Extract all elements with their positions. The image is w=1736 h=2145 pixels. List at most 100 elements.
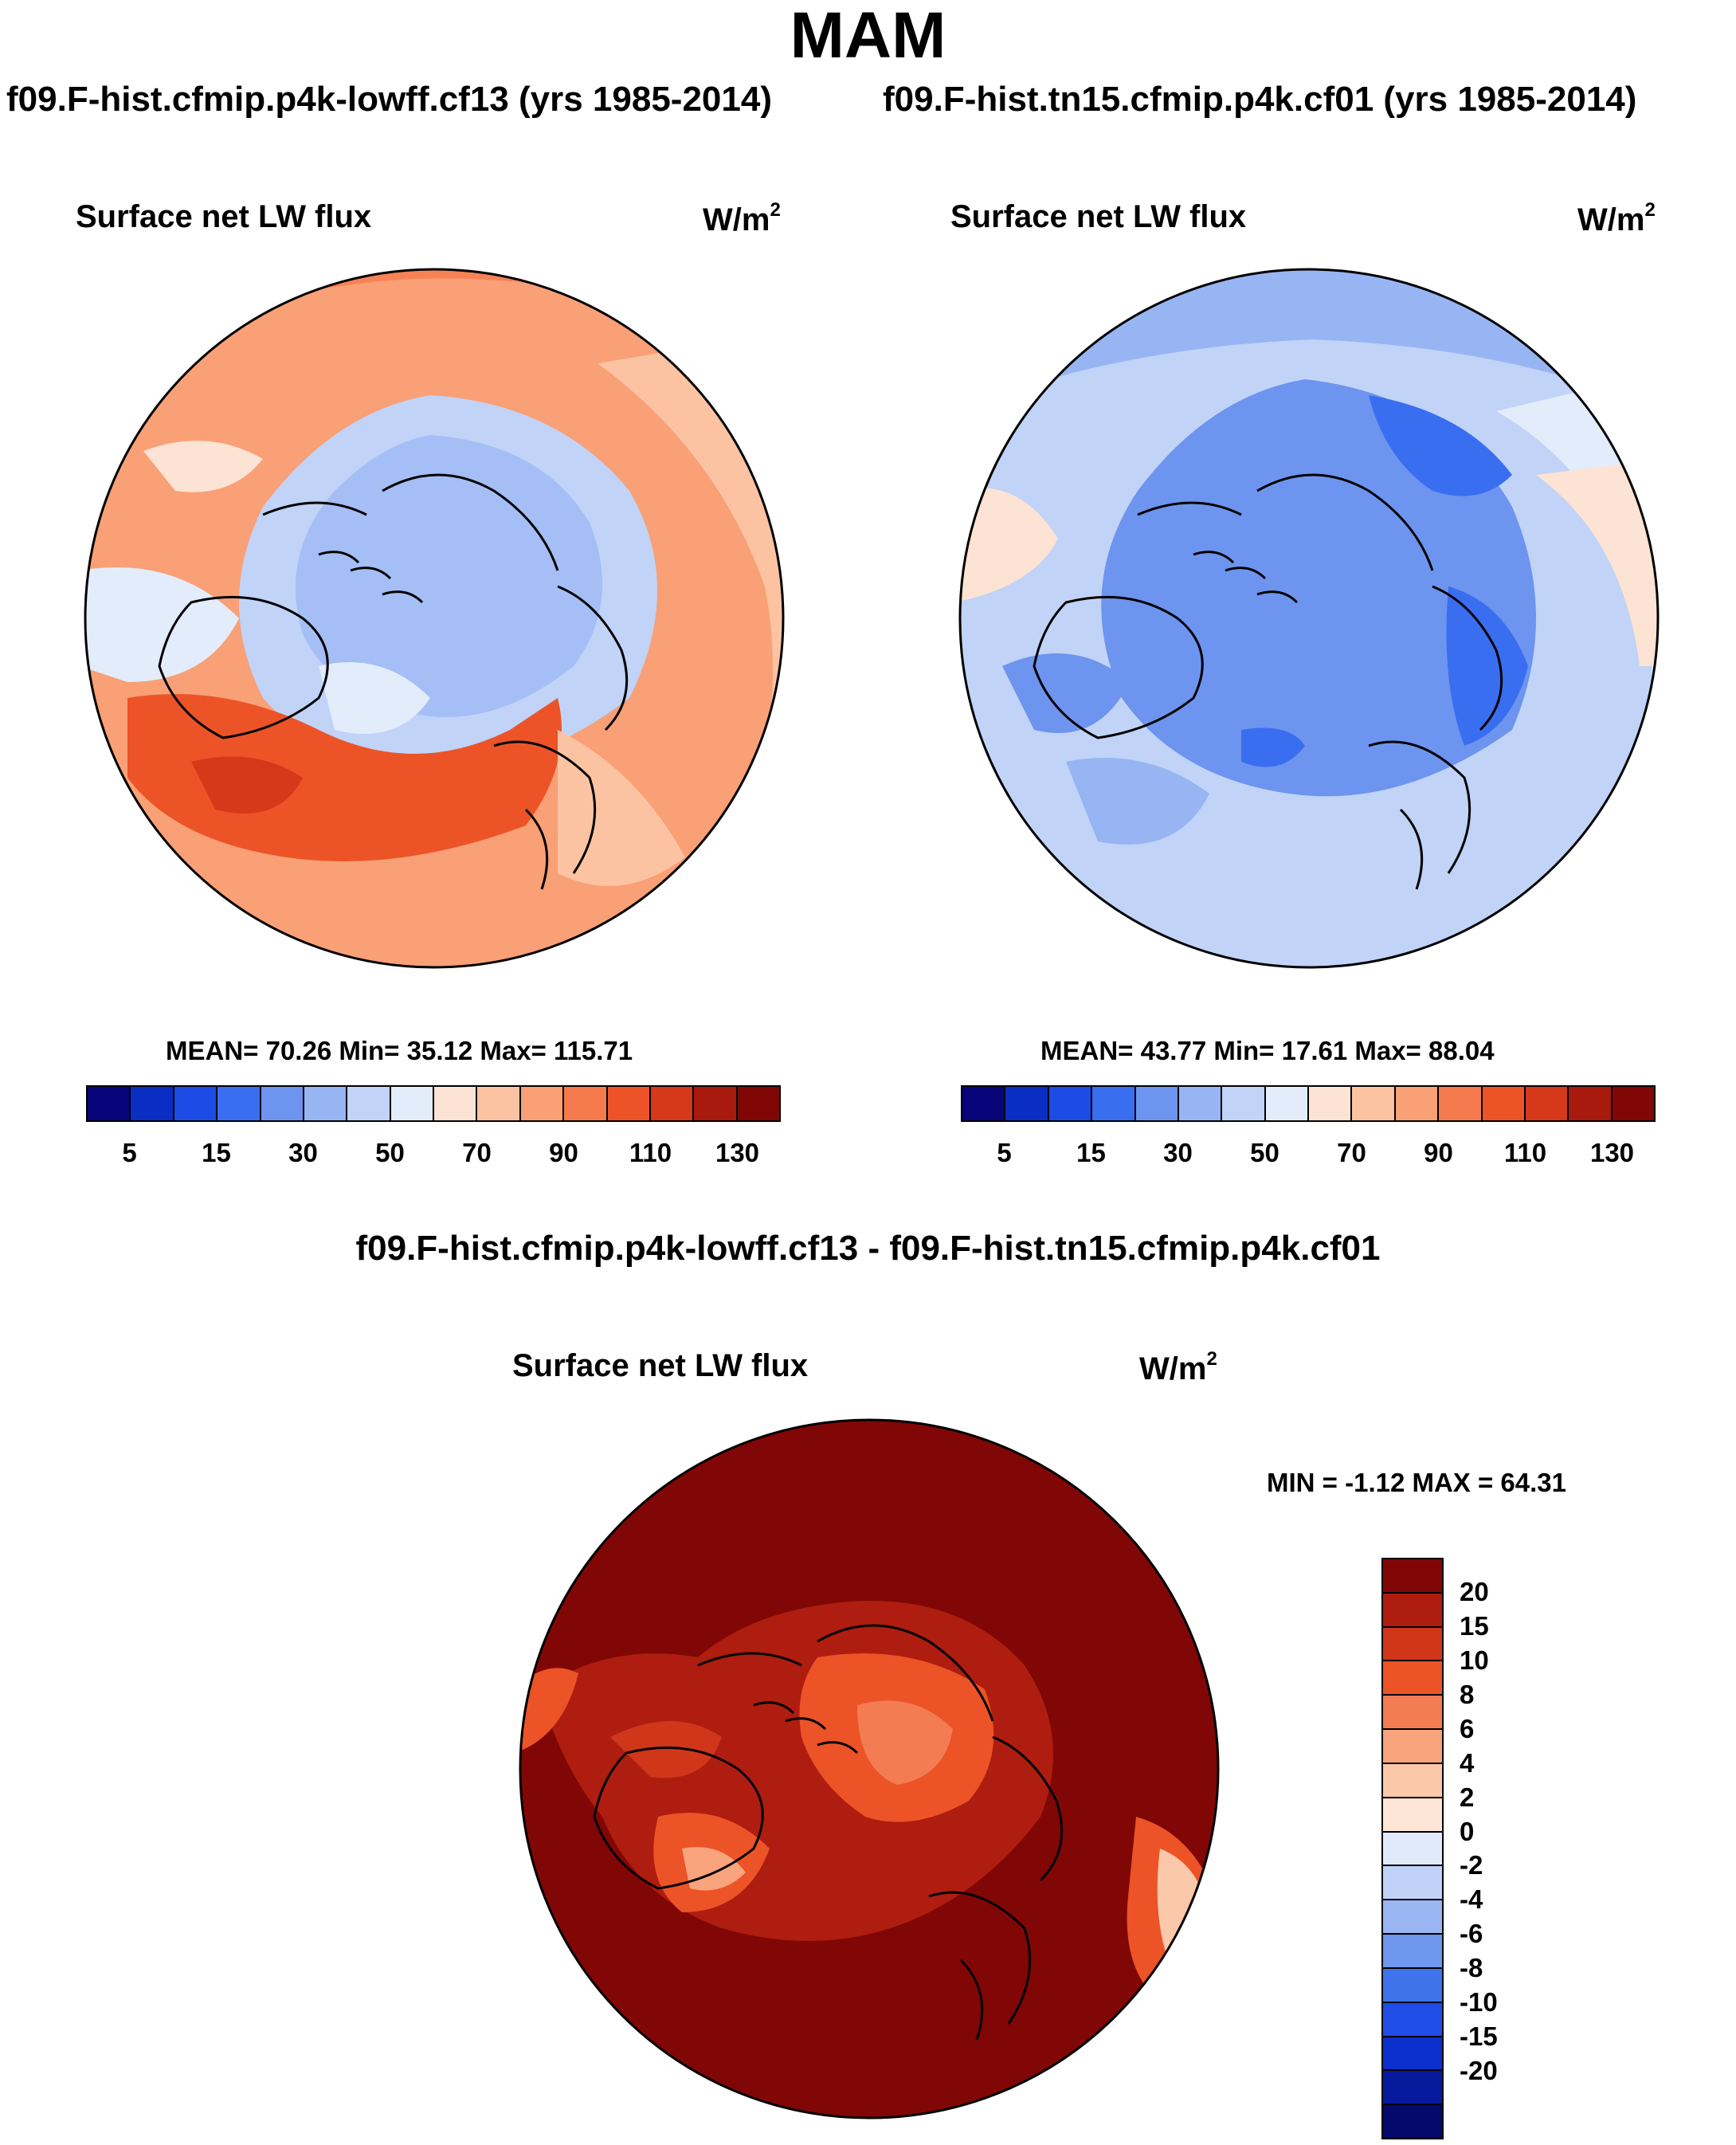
colorbar-swatch: [962, 1087, 1005, 1120]
colorbar-tick-label: 10: [1460, 1645, 1489, 1675]
colorbar-swatch: [1383, 1899, 1442, 1934]
colorbar-tick-label: 15: [202, 1138, 231, 1167]
colorbar-tick-label: 90: [1424, 1138, 1453, 1167]
diff-polar-map: [519, 1418, 1220, 2120]
colorbar-swatch: [1047, 1087, 1091, 1120]
left-colorbar: [86, 1085, 781, 1122]
right-panel-units: W/m2: [1577, 199, 1656, 237]
colorbar-swatch: [1383, 1728, 1442, 1763]
colorbar-tick-label: 130: [715, 1138, 760, 1167]
colorbar-swatch: [1383, 1762, 1442, 1797]
colorbar-tick-label: 5: [997, 1138, 1012, 1167]
colorbar-swatch: [649, 1087, 693, 1120]
diff-panel-variable: Surface net LW flux: [512, 1348, 809, 1383]
colorbar-swatch: [1383, 1865, 1442, 1900]
diff-case-title: f09.F-hist.cfmip.p4k-lowff.cf13 - f09.F-…: [355, 1229, 1381, 1268]
right-polar-map: [958, 268, 1660, 969]
colorbar-tick-label: 110: [1503, 1138, 1547, 1167]
colorbar-tick-label: -6: [1460, 1919, 1483, 1949]
colorbar-swatch: [1383, 2104, 1442, 2139]
colorbar-swatch: [1264, 1087, 1307, 1120]
colorbar-tick-label: -2: [1460, 1850, 1483, 1880]
colorbar-tick-label: 5: [122, 1138, 137, 1167]
colorbar-swatch: [433, 1087, 476, 1120]
colorbar-swatch: [172, 1087, 217, 1120]
colorbar-swatch: [216, 1087, 260, 1120]
colorbar-tick-label: -15: [1460, 2021, 1498, 2052]
colorbar-tick-label: -20: [1460, 2056, 1498, 2086]
colorbar-swatch: [1383, 1625, 1442, 1661]
colorbar-tick-label: 70: [1337, 1138, 1366, 1167]
colorbar-swatch: [1383, 2001, 1442, 2036]
colorbar-swatch: [1567, 1087, 1611, 1120]
colorbar-swatch: [1091, 1087, 1134, 1120]
colorbar-tick-label: 110: [629, 1138, 672, 1167]
right-case-title: f09.F-hist.tn15.cfmip.p4k.cf01 (yrs 1985…: [883, 80, 1637, 119]
colorbar-tick-label: 50: [1250, 1138, 1279, 1167]
colorbar-tick-label: 70: [462, 1138, 492, 1167]
colorbar-swatch: [389, 1087, 433, 1120]
colorbar-swatch: [1383, 1694, 1442, 1729]
colorbar-swatch: [346, 1087, 390, 1120]
colorbar-tick-label: -10: [1460, 1987, 1498, 2018]
colorbar-swatch: [1610, 1087, 1654, 1120]
colorbar-swatch: [1383, 1660, 1442, 1695]
colorbar-swatch: [519, 1087, 563, 1120]
colorbar-tick-label: 30: [1163, 1138, 1193, 1167]
colorbar-swatch: [605, 1087, 649, 1120]
colorbar-swatch: [1177, 1087, 1221, 1120]
diff-colorbar: [1381, 1558, 1444, 2139]
diff-panel-units: W/m2: [1139, 1348, 1217, 1386]
colorbar-tick-label: 8: [1460, 1679, 1475, 1709]
colorbar-swatch: [562, 1087, 606, 1120]
colorbar-swatch: [88, 1087, 130, 1120]
colorbar-swatch: [302, 1087, 347, 1120]
right-panel-variable: Surface net LW flux: [950, 199, 1247, 234]
colorbar-swatch: [1221, 1087, 1264, 1120]
colorbar-swatch: [1350, 1087, 1394, 1120]
diff-colorbar-ticks: 20 15 10 8 6 4 2 0 -2 -4 -6 -8 -10 -15 -20: [1460, 1558, 1555, 2139]
left-panel-variable: Surface net LW flux: [76, 199, 372, 234]
colorbar-swatch: [1480, 1087, 1524, 1120]
colorbar-swatch: [1437, 1087, 1481, 1120]
right-colorbar: [961, 1085, 1656, 1122]
left-colorbar-ticks: 5 15 30 50 70 90 110 130: [86, 1138, 781, 1170]
colorbar-tick-label: 2: [1460, 1782, 1475, 1812]
colorbar-swatch: [1383, 1796, 1442, 1831]
colorbar-swatch: [1134, 1087, 1178, 1120]
colorbar-swatch: [1383, 1967, 1442, 2002]
left-panel-units: W/m2: [703, 199, 781, 237]
colorbar-swatch: [1393, 1087, 1438, 1120]
colorbar-swatch: [476, 1087, 519, 1120]
colorbar-tick-label: 15: [1076, 1138, 1106, 1167]
left-polar-map: [84, 268, 785, 969]
colorbar-tick-label: -8: [1460, 1953, 1483, 1983]
colorbar-swatch: [1383, 1830, 1442, 1865]
colorbar-tick-label: -4: [1460, 1884, 1483, 1915]
colorbar-tick-label: 130: [1589, 1138, 1635, 1167]
colorbar-swatch: [1383, 2035, 1442, 2070]
colorbar-swatch: [129, 1087, 173, 1120]
left-panel-stats: MEAN= 70.26 Min= 35.12 Max= 115.71: [166, 1036, 633, 1065]
right-colorbar-ticks: 5 15 30 50 70 90 110 130: [961, 1138, 1656, 1170]
colorbar-swatch: [1004, 1087, 1048, 1120]
colorbar-tick-label: 6: [1460, 1713, 1475, 1743]
colorbar-swatch: [1383, 1933, 1442, 1967]
diff-panel-stats: MIN = -1.12 MAX = 64.31: [1267, 1468, 1567, 1497]
colorbar-tick-label: 30: [288, 1138, 318, 1167]
colorbar-tick-label: 50: [375, 1138, 405, 1167]
colorbar-tick-label: 0: [1460, 1816, 1475, 1846]
colorbar-swatch: [692, 1087, 736, 1120]
colorbar-swatch: [259, 1087, 303, 1120]
colorbar-swatch: [1383, 1559, 1442, 1592]
colorbar-tick-label: 90: [549, 1138, 578, 1167]
right-panel-stats: MEAN= 43.77 Min= 17.61 Max= 88.04: [1040, 1036, 1495, 1065]
colorbar-swatch: [1523, 1087, 1568, 1120]
colorbar-swatch: [1307, 1087, 1351, 1120]
colorbar-swatch: [1383, 2069, 1442, 2104]
colorbar-tick-label: 15: [1460, 1610, 1489, 1641]
colorbar-tick-label: 20: [1460, 1576, 1489, 1606]
colorbar-swatch: [1383, 1591, 1442, 1626]
left-case-title: f09.F-hist.cfmip.p4k-lowff.cf13 (yrs 198…: [6, 80, 772, 119]
colorbar-swatch: [735, 1087, 779, 1120]
